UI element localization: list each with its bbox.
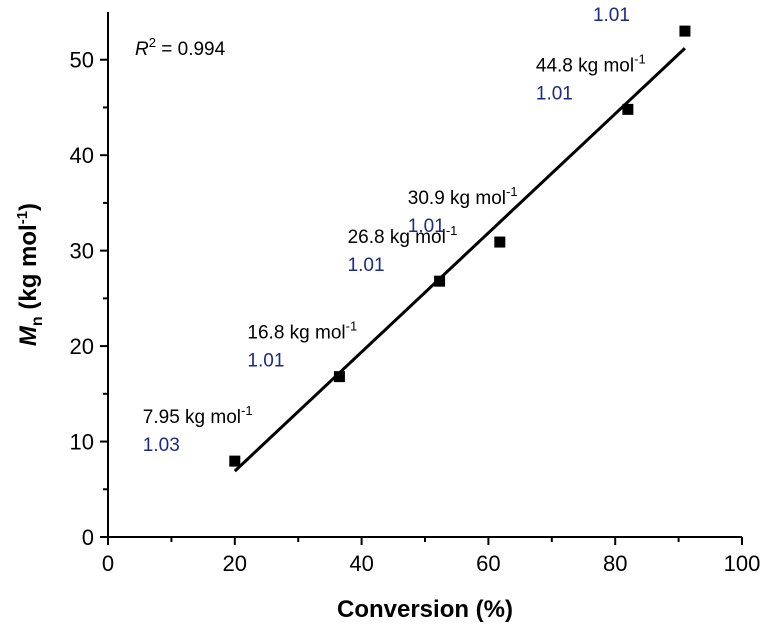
dispersity-label: 1.01 xyxy=(593,5,630,26)
dispersity-label: 1.01 xyxy=(348,255,385,276)
mn-label: 16.8 kg mol-1 xyxy=(247,319,357,344)
dispersity-label: 1.01 xyxy=(536,83,573,104)
data-points xyxy=(229,25,691,467)
x-tick-label: 0 xyxy=(102,551,114,576)
data-point xyxy=(229,455,241,467)
x-tick-label: 60 xyxy=(476,551,500,576)
data-point xyxy=(679,25,691,37)
data-point xyxy=(333,371,345,383)
mn-label: 26.8 kg mol-1 xyxy=(348,223,458,248)
mn-label: 7.95 kg mol-1 xyxy=(143,403,253,428)
y-axis-title: Mn (kg mol-1) xyxy=(14,203,46,346)
y-tick-label: 0 xyxy=(82,525,94,550)
dispersity-label: 1.03 xyxy=(143,435,180,456)
y-tick-label: 40 xyxy=(70,143,94,168)
x-tick-label: 40 xyxy=(349,551,373,576)
y-tick-label: 30 xyxy=(70,239,94,264)
data-point xyxy=(494,236,506,248)
dispersity-label: 1.01 xyxy=(247,351,284,372)
dispersity-label: 1.01 xyxy=(408,216,445,237)
mn-label: 30.9 kg mol-1 xyxy=(408,184,518,209)
x-tick-label: 20 xyxy=(223,551,247,576)
mn-label: 44.8 kg mol-1 xyxy=(536,51,646,76)
fit-line-group xyxy=(233,47,686,473)
data-point xyxy=(622,103,634,115)
linear-fit-line xyxy=(233,47,686,473)
x-axis-title: Conversion (%) xyxy=(337,596,513,623)
y-tick-label: 50 xyxy=(70,48,94,73)
x-tick-label: 100 xyxy=(724,551,761,576)
x-tick-label: 80 xyxy=(603,551,627,576)
axes: 0 20 40 60 80 100 0 10 20 30 40 50 xyxy=(70,12,761,576)
y-tick-label: 20 xyxy=(70,334,94,359)
data-point xyxy=(434,275,446,287)
r-squared-label: R2 = 0.994 xyxy=(135,35,226,60)
y-tick-label: 10 xyxy=(70,430,94,455)
